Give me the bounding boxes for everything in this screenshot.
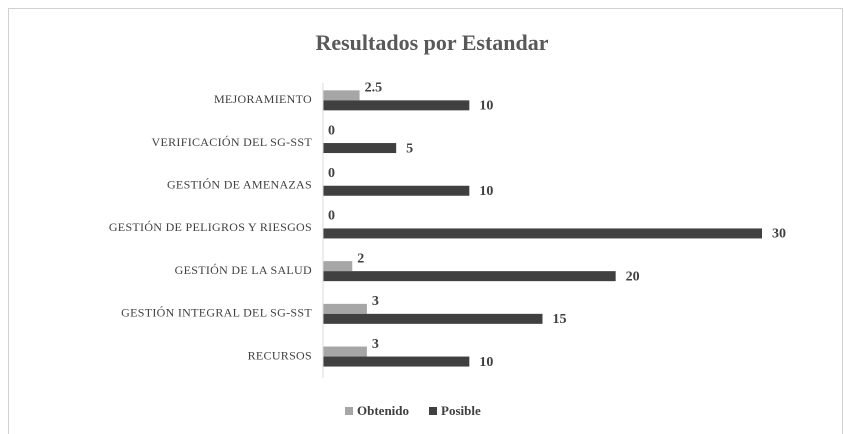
bar — [323, 346, 367, 357]
data-label: 3 — [372, 337, 379, 352]
data-label: 10 — [479, 99, 493, 114]
bar — [323, 313, 543, 324]
data-label: 20 — [626, 269, 640, 284]
bar — [323, 271, 616, 282]
bar — [323, 100, 470, 111]
data-label: 2.5 — [365, 81, 383, 96]
category-label: GESTIÓN DE LA SALUD — [175, 263, 312, 277]
legend-label: Posible — [441, 403, 481, 418]
category-label: GESTIÓN DE AMENAZAS — [167, 178, 312, 192]
data-label: 0 — [328, 166, 335, 181]
bar — [323, 90, 360, 101]
category-label: VERIFICACIÓN DEL SG-SST — [152, 135, 313, 149]
category-label: MEJORAMIENTO — [214, 92, 312, 106]
bar — [323, 185, 470, 196]
data-label: 3 — [372, 294, 379, 309]
data-label: 10 — [479, 355, 493, 370]
data-label: 0 — [328, 209, 335, 224]
data-label: 10 — [479, 184, 493, 199]
bar — [323, 261, 353, 272]
category-label: GESTIÓN INTEGRAL DEL SG-SST — [121, 306, 312, 320]
category-label: RECURSOS — [248, 348, 312, 362]
legend-swatch — [345, 407, 353, 415]
data-label: 15 — [553, 312, 567, 327]
chart-title: Resultados por Estandar — [315, 30, 548, 55]
legend-swatch — [429, 407, 438, 415]
data-label: 0 — [328, 123, 335, 138]
bar — [323, 356, 470, 367]
legend-label: Obtenido — [357, 403, 409, 418]
category-label: GESTIÓN DE PELIGROS Y RIESGOS — [109, 220, 312, 234]
data-label: 5 — [406, 141, 413, 156]
bar — [323, 303, 367, 314]
bar — [323, 143, 397, 154]
data-label: 2 — [357, 251, 364, 266]
data-label: 30 — [772, 227, 786, 242]
bar — [323, 228, 762, 239]
